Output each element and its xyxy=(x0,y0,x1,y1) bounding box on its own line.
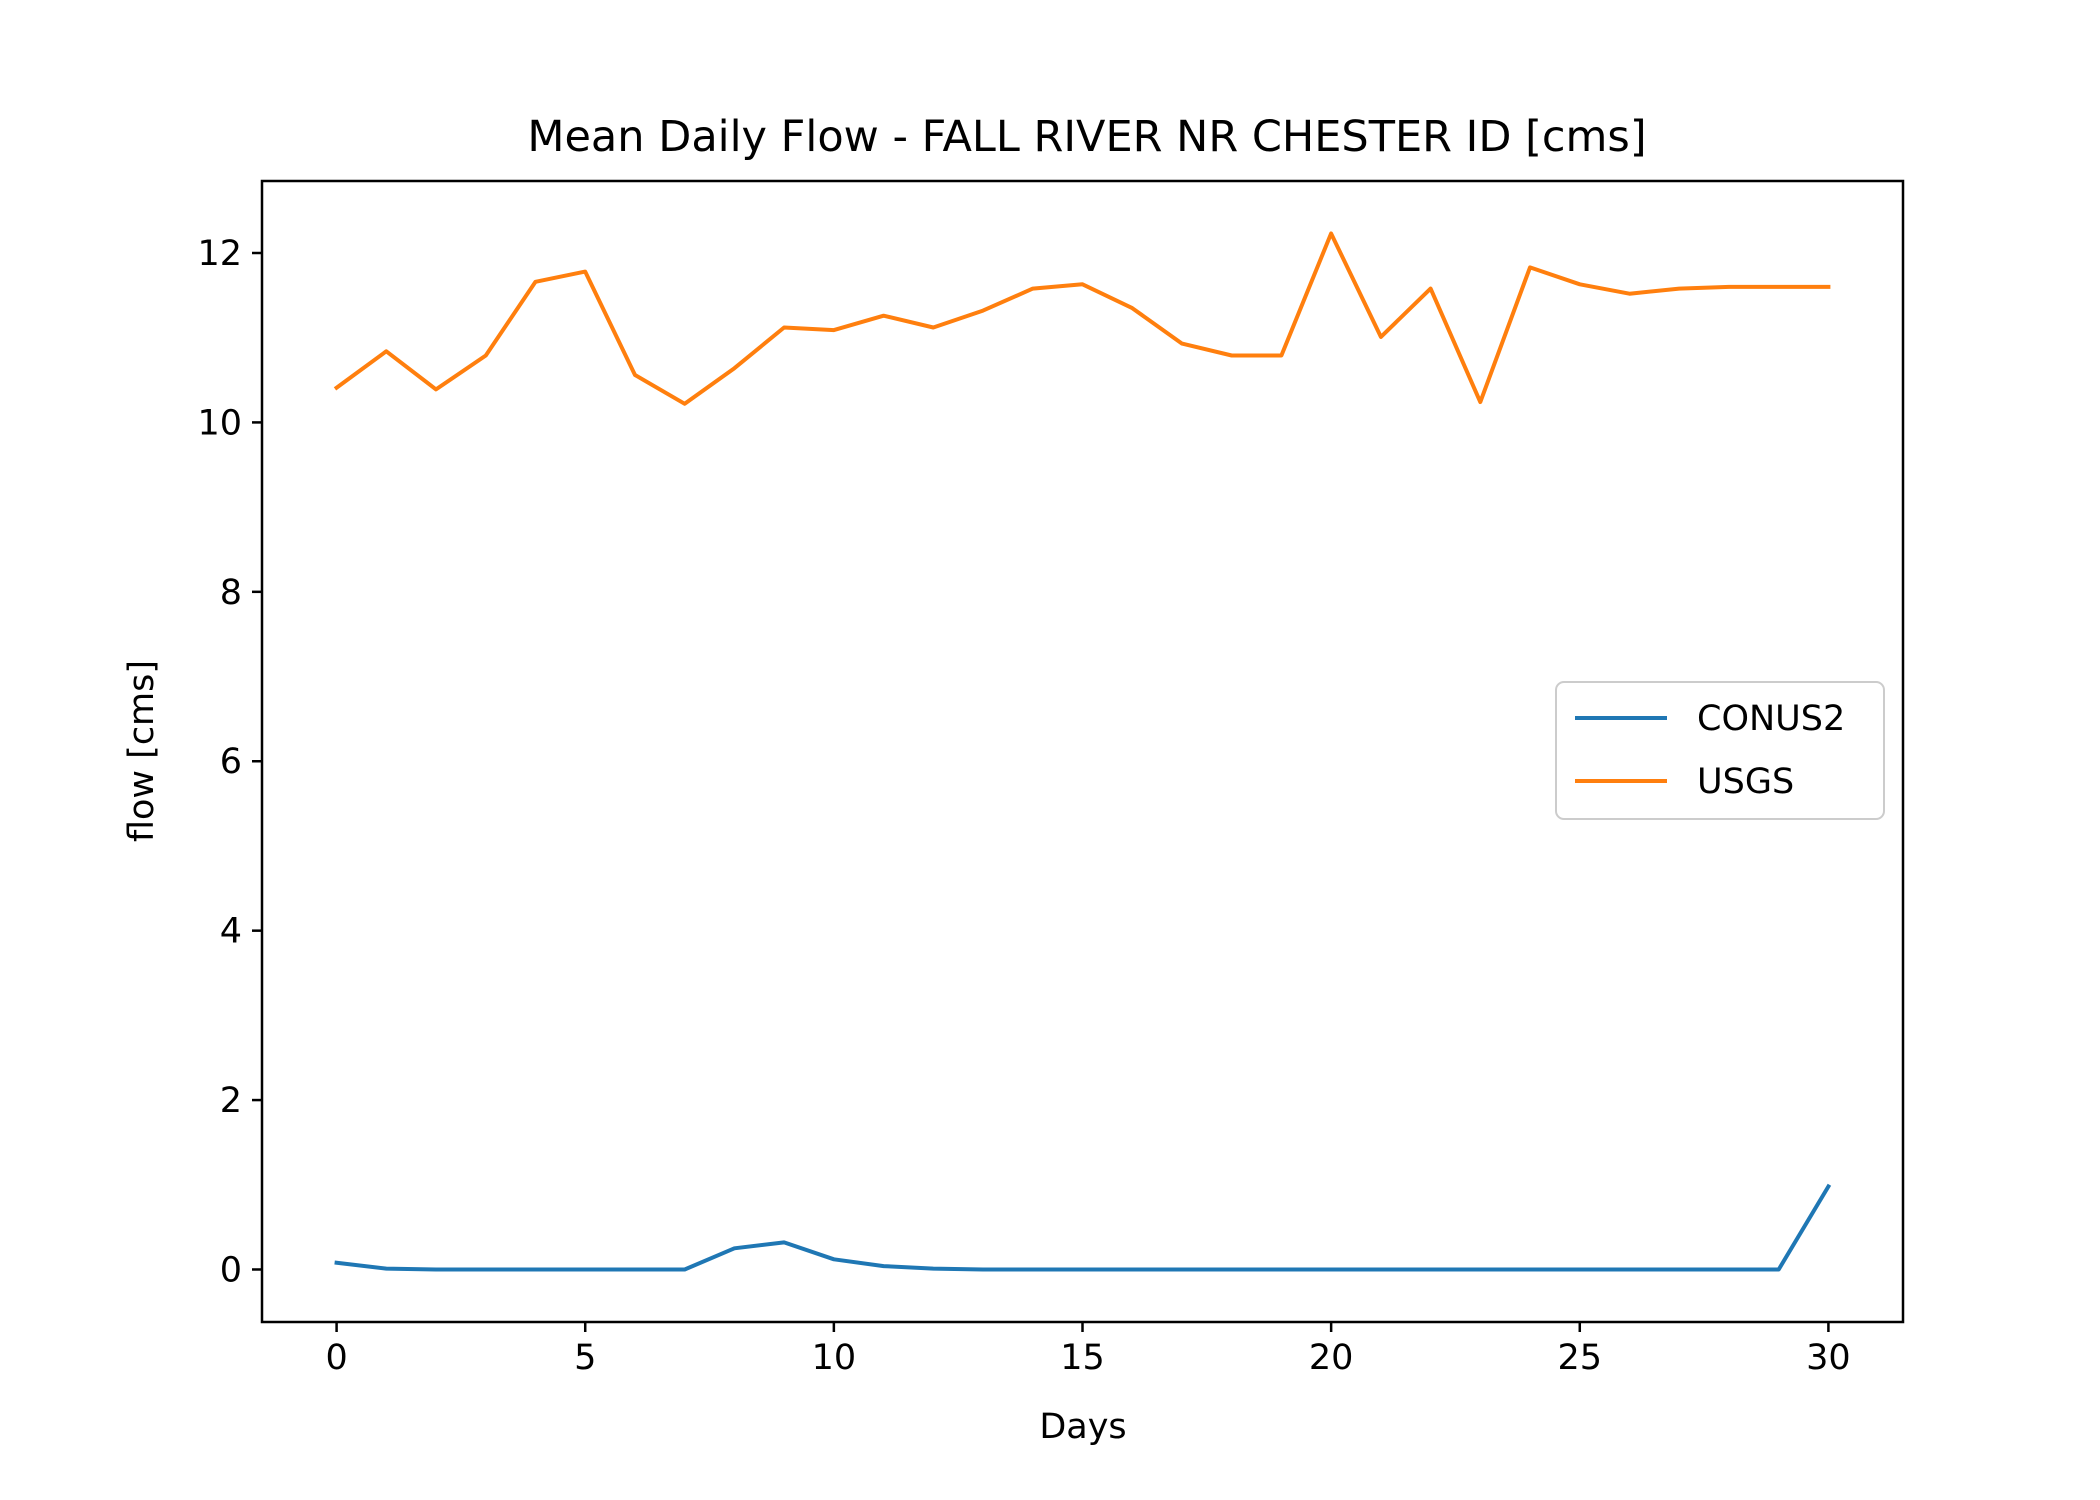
x-tick-label: 0 xyxy=(325,1338,347,1378)
x-tick-label: 25 xyxy=(1557,1338,1602,1378)
series-line-conus2 xyxy=(334,1183,1832,1272)
x-tick-label: 10 xyxy=(812,1338,857,1378)
plot-lines xyxy=(333,231,1832,1272)
y-tick-label: 8 xyxy=(220,573,242,613)
x-tick-label: 15 xyxy=(1060,1338,1105,1378)
y-tick-label: 6 xyxy=(220,742,242,782)
legend: CONUS2 USGS xyxy=(1555,681,1885,820)
y-tick-label: 0 xyxy=(220,1250,242,1290)
y-tick-label: 4 xyxy=(220,912,242,952)
y-tick-label: 12 xyxy=(197,234,242,274)
legend-label-conus2: CONUS2 xyxy=(1697,699,1845,739)
y-tick-label: 10 xyxy=(197,403,242,443)
chart-title: Mean Daily Flow - FALL RIVER NR CHESTER … xyxy=(527,112,1646,162)
x-tick-label: 5 xyxy=(574,1338,596,1378)
x-axis: 0 5 10 15 20 25 30 xyxy=(325,1322,1851,1378)
x-tick-label: 20 xyxy=(1309,1338,1354,1378)
y-tick-label: 2 xyxy=(220,1081,242,1121)
x-axis-label: Days xyxy=(1039,1407,1126,1447)
x-tick-label: 30 xyxy=(1806,1338,1851,1378)
y-axis-label: flow [cms] xyxy=(122,660,162,842)
y-axis: 0 2 4 6 8 10 12 xyxy=(197,234,262,1290)
legend-label-usgs: USGS xyxy=(1697,762,1794,802)
series-line-usgs xyxy=(333,231,1831,406)
